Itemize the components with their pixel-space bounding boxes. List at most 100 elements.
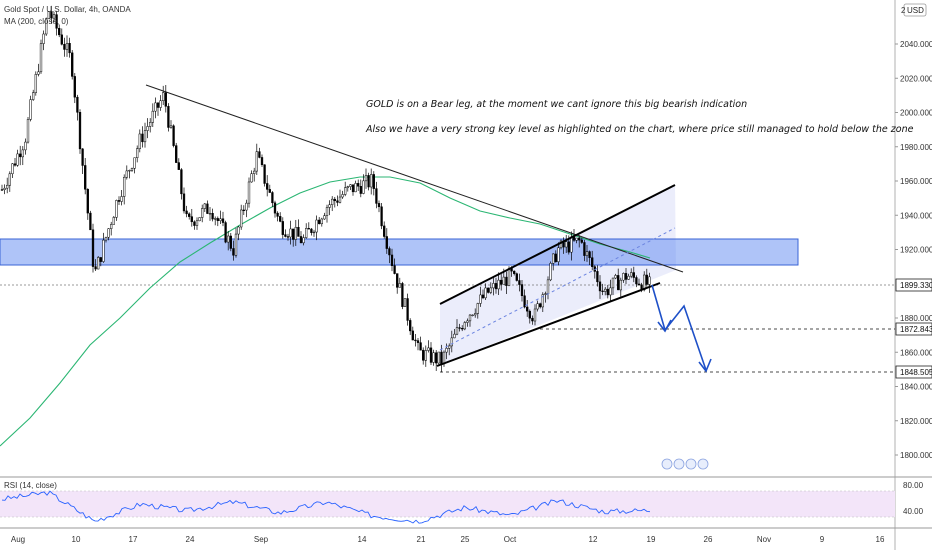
candle-body bbox=[177, 162, 180, 170]
candle-body bbox=[162, 92, 165, 101]
arrow-head-2 bbox=[698, 358, 712, 373]
forecast-arrow bbox=[651, 284, 707, 371]
candle-body bbox=[354, 183, 357, 193]
price-label-text: 1899.330 bbox=[900, 281, 932, 290]
candle-body bbox=[299, 236, 303, 244]
time-axis[interactable]: Aug 10 17 24 Sep 14 21 25 Oct 12 19 26 Nov 9 16 bbox=[11, 535, 885, 544]
candle-body bbox=[648, 276, 651, 285]
channel-upper bbox=[439, 184, 676, 305]
candle-body bbox=[523, 295, 526, 308]
candle-body bbox=[388, 248, 391, 256]
candle-body bbox=[500, 279, 503, 285]
candle-body bbox=[268, 189, 271, 193]
candle-body bbox=[351, 184, 355, 193]
candle-body bbox=[455, 327, 459, 335]
candle-body bbox=[247, 181, 251, 204]
candle-body bbox=[432, 352, 435, 363]
candle-body bbox=[68, 43, 71, 54]
symbol-title[interactable]: Gold Spot / U.S. Dollar, 4h, OANDA bbox=[4, 5, 131, 14]
key-level-zone[interactable] bbox=[0, 238, 799, 266]
candle-body bbox=[284, 234, 287, 237]
candle-body bbox=[390, 254, 394, 266]
candle-body bbox=[487, 287, 490, 293]
candle-body bbox=[513, 270, 516, 274]
candle-body bbox=[117, 200, 121, 202]
candle-body bbox=[146, 126, 149, 131]
candle-body bbox=[240, 209, 243, 228]
candle-body bbox=[89, 212, 92, 231]
candle-body bbox=[502, 276, 505, 285]
candle-body bbox=[331, 198, 334, 205]
candle-body bbox=[110, 224, 113, 229]
candle-body bbox=[479, 294, 482, 304]
price-axis[interactable]: 2040.000 2020.000 2000.000 1980.000 1960.000… bbox=[895, 40, 932, 460]
candle-body bbox=[312, 231, 316, 234]
price-tick-label: 1980.000 bbox=[900, 143, 932, 152]
candle-body bbox=[437, 351, 440, 364]
candle-body bbox=[310, 228, 313, 233]
candle-body bbox=[338, 196, 342, 203]
candle-body bbox=[627, 275, 630, 280]
candle-body bbox=[271, 192, 274, 204]
channel-lower bbox=[436, 282, 661, 367]
candle-body bbox=[588, 251, 591, 258]
candle-body bbox=[554, 253, 557, 262]
currency-badge[interactable]: USD bbox=[903, 3, 927, 17]
time-tick-label: 17 bbox=[129, 535, 138, 544]
candle-body bbox=[71, 52, 74, 77]
candle-body bbox=[141, 133, 144, 143]
event-icons[interactable] bbox=[661, 458, 709, 470]
candle-body bbox=[398, 283, 401, 288]
candle-body bbox=[47, 11, 50, 19]
candle-body bbox=[45, 18, 48, 35]
candle-body bbox=[128, 170, 131, 172]
candle-body bbox=[232, 248, 235, 256]
candle-body bbox=[58, 28, 61, 36]
candle-body bbox=[102, 239, 105, 262]
candle-body bbox=[24, 141, 27, 151]
candle-body bbox=[91, 229, 95, 267]
candle-body bbox=[8, 173, 11, 186]
channel-fill bbox=[440, 185, 676, 365]
candle-body bbox=[453, 333, 456, 339]
candle-body bbox=[604, 288, 607, 292]
candle-body bbox=[73, 76, 76, 98]
candle-body bbox=[237, 226, 240, 235]
channel-mid bbox=[439, 227, 676, 351]
candle-body bbox=[409, 320, 412, 332]
candle-body bbox=[206, 203, 209, 214]
candle-body bbox=[125, 170, 128, 178]
candle-body bbox=[445, 348, 448, 353]
candle-body bbox=[380, 206, 383, 227]
price-label-target1: 1872.843 bbox=[895, 322, 932, 336]
candle-body bbox=[565, 241, 568, 248]
candle-body bbox=[357, 183, 360, 187]
annotation-line-1: GOLD is on a Bear leg, at the moment we … bbox=[366, 99, 748, 110]
price-tick-label: 1860.000 bbox=[900, 348, 932, 357]
price-tick-label: 1880.000 bbox=[900, 314, 932, 323]
time-tick-label: Oct bbox=[504, 535, 517, 544]
candle-body bbox=[424, 350, 427, 361]
candle-body bbox=[258, 151, 261, 158]
candle-body bbox=[359, 186, 362, 194]
candle-body bbox=[596, 271, 599, 283]
candle-body bbox=[16, 153, 19, 166]
price-tick-label: 1940.000 bbox=[900, 211, 932, 220]
candle-body bbox=[253, 170, 256, 174]
ma-legend[interactable]: MA (200, close, 0) bbox=[4, 17, 69, 26]
candle-body bbox=[325, 207, 329, 216]
candle-body bbox=[164, 92, 167, 107]
candle-body bbox=[32, 92, 35, 100]
price-label-text: 1848.505 bbox=[900, 368, 932, 377]
candle-body bbox=[598, 281, 602, 292]
time-tick-label: 25 bbox=[461, 535, 470, 544]
candle-body bbox=[546, 279, 550, 294]
rsi-legend[interactable]: RSI (14, close) bbox=[4, 481, 57, 490]
candle-body bbox=[195, 220, 199, 226]
time-tick-label: Nov bbox=[757, 535, 771, 544]
candle-body bbox=[520, 284, 524, 297]
candle-body bbox=[526, 306, 529, 312]
candle-body bbox=[632, 272, 635, 278]
candle-body bbox=[435, 352, 438, 364]
